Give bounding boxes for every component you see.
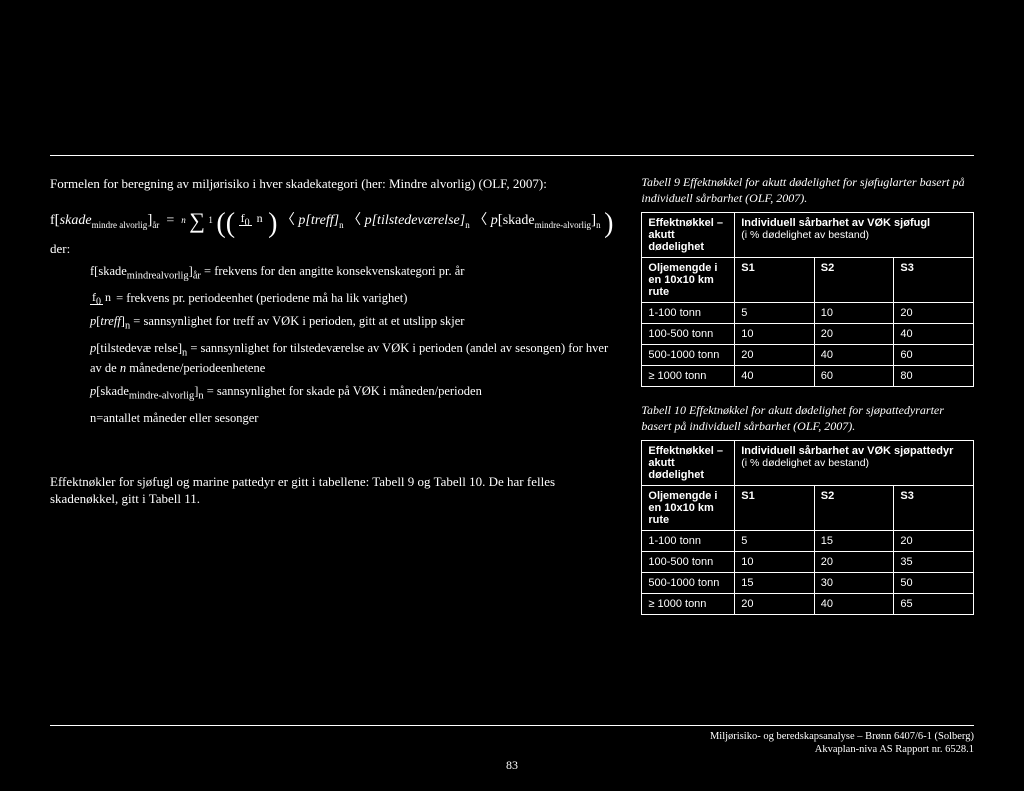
def-1: f[skademindrealvorlig]år = frekvens for … — [90, 263, 613, 284]
t3b: p — [491, 213, 498, 228]
def-6: n=antallet måneder eller sesonger — [90, 410, 613, 427]
table-cell: 20 — [814, 552, 894, 573]
table-cell: 1-100 tonn — [642, 303, 735, 324]
t3br: skade — [503, 213, 535, 228]
lhs-sub2: år — [152, 219, 159, 229]
table-cell: 500-1000 tonn — [642, 345, 735, 366]
table-cell: 500-1000 tonn — [642, 573, 735, 594]
t9-h2s: (i % dødelighet av bestand) — [741, 229, 967, 241]
def-4: p[tilstedevæ relse]n = sannsynlighet for… — [90, 340, 613, 377]
der-label: der: — [50, 241, 613, 257]
table-cell: 1-100 tonn — [642, 531, 735, 552]
table-cell: 40 — [894, 324, 974, 345]
table-row: 500-1000 tonn204060 — [642, 345, 974, 366]
def-3: p[treff]n = sannsynlighet for treff av V… — [90, 313, 613, 334]
t3s2: n — [596, 219, 601, 229]
t9-s3: S3 — [894, 258, 974, 303]
table-cell: 10 — [735, 552, 815, 573]
table-cell: 5 — [735, 531, 815, 552]
sigma-bot: 1 — [208, 215, 213, 225]
t10-body: 1-100 tonn51520100-500 tonn102035500-100… — [642, 531, 974, 615]
t9-h2t: Individuell sårbarhet av VØK sjøfugl — [741, 217, 967, 229]
table-cell: 40 — [735, 366, 815, 387]
table-cell: 20 — [814, 324, 894, 345]
t9-h2: Individuell sårbarhet av VØK sjøfugl (i … — [735, 213, 974, 258]
def-2: f0n = frekvens pr. periodeenhet (periode… — [90, 290, 613, 307]
def-5: p[skademindre-alvorlig]n = sannsynlighet… — [90, 383, 613, 404]
t9-s1: S1 — [735, 258, 815, 303]
t10-h2s: (i % dødelighet av bestand) — [741, 457, 967, 469]
table-cell: 15 — [735, 573, 815, 594]
table-row: 100-500 tonn102035 — [642, 552, 974, 573]
t10-s3: S3 — [894, 486, 974, 531]
t10-h2: Individuell sårbarhet av VØK sjøpattedyr… — [735, 441, 974, 486]
table-cell: 40 — [814, 594, 894, 615]
right-column: Tabell 9 Effektnøkkel for akutt dødeligh… — [641, 175, 974, 751]
frac: f0 n — [239, 212, 265, 228]
table-cell: 20 — [735, 345, 815, 366]
top-rule — [50, 155, 974, 156]
table-cell: 100-500 tonn — [642, 324, 735, 345]
table-cell: 10 — [735, 324, 815, 345]
frac-num-sub: 0 — [245, 218, 250, 229]
sigma-top: n — [181, 215, 186, 225]
footer-line-1: Miljørisiko- og beredskapsanalyse – Brøn… — [710, 730, 974, 744]
table-cell: 80 — [894, 366, 974, 387]
table-row: 1-100 tonn51020 — [642, 303, 974, 324]
page-content: Formelen for beregning av miljørisiko i … — [50, 175, 974, 751]
table-row: 100-500 tonn102040 — [642, 324, 974, 345]
lhs-br: skade — [60, 213, 92, 228]
effekt-note: Effektnøkler for sjøfugl og marine patte… — [50, 473, 613, 508]
footer-line-2: Akvaplan-niva AS Rapport nr. 6528.1 — [710, 743, 974, 757]
table-row: ≥ 1000 tonn406080 — [642, 366, 974, 387]
table-cell: 30 — [814, 573, 894, 594]
table-row: 500-1000 tonn153050 — [642, 573, 974, 594]
left-column: Formelen for beregning av miljørisiko i … — [50, 175, 613, 751]
lhs-sub1: mindre alvorlig — [92, 219, 148, 229]
table-cell: 15 — [814, 531, 894, 552]
table-cell: 50 — [894, 573, 974, 594]
bottom-rule — [50, 725, 974, 726]
table-row: ≥ 1000 tonn204065 — [642, 594, 974, 615]
t2: p[tilstedeværelse] — [365, 213, 466, 228]
t10-s2: S2 — [814, 486, 894, 531]
t10-h1: Effektnøkkel – akutt dødelighet — [642, 441, 735, 486]
table10-caption: Tabell 10 Effektnøkkel for akutt dødelig… — [641, 403, 974, 434]
table-cell: ≥ 1000 tonn — [642, 366, 735, 387]
table-9: Effektnøkkel – akutt dødelighet Individu… — [641, 212, 974, 387]
intro-text: Formelen for beregning av miljørisiko i … — [50, 175, 613, 193]
table-cell: 10 — [814, 303, 894, 324]
table-cell: 60 — [814, 366, 894, 387]
t9-sub1: Oljemengde i en 10x10 km rute — [642, 258, 735, 303]
t1: p[treff] — [298, 213, 339, 228]
table-cell: 20 — [894, 303, 974, 324]
t1s: n — [339, 219, 344, 229]
t10-sub1: Oljemengde i en 10x10 km rute — [642, 486, 735, 531]
frac-den: n — [255, 211, 265, 225]
table-cell: 60 — [894, 345, 974, 366]
table-cell: 35 — [894, 552, 974, 573]
table9-caption: Tabell 9 Effektnøkkel for akutt dødeligh… — [641, 175, 974, 206]
table-cell: 40 — [814, 345, 894, 366]
t10-h2t: Individuell sårbarhet av VØK sjøpattedyr — [741, 445, 967, 457]
table-cell: 100-500 tonn — [642, 552, 735, 573]
table-cell: 65 — [894, 594, 974, 615]
definitions: f[skademindrealvorlig]år = frekvens for … — [90, 263, 613, 432]
t10-s1: S1 — [735, 486, 815, 531]
table-cell: 20 — [735, 594, 815, 615]
sigma: n ∑ 1 — [181, 213, 213, 228]
footer: Miljørisiko- og beredskapsanalyse – Brøn… — [710, 730, 974, 757]
table-cell: 5 — [735, 303, 815, 324]
main-formula: f[skademindre alvorlig]år = n ∑ 1 (( f0 … — [50, 209, 613, 230]
table-cell: 20 — [894, 531, 974, 552]
t9-body: 1-100 tonn51020100-500 tonn102040500-100… — [642, 303, 974, 387]
table-10: Effektnøkkel – akutt dødelighet Individu… — [641, 440, 974, 615]
t9-s2: S2 — [814, 258, 894, 303]
t9-h1: Effektnøkkel – akutt dødelighet — [642, 213, 735, 258]
table-cell: ≥ 1000 tonn — [642, 594, 735, 615]
t2s: n — [465, 219, 470, 229]
table-row: 1-100 tonn51520 — [642, 531, 974, 552]
page-number: 83 — [0, 758, 1024, 773]
t3s1: mindre-alvorlig — [535, 219, 591, 229]
